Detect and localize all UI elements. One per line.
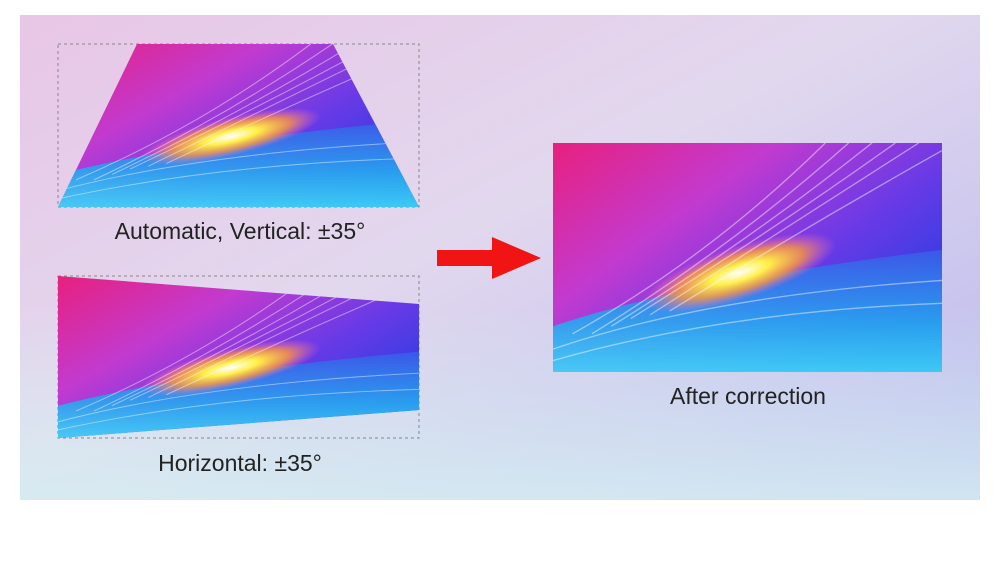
image-corrected bbox=[553, 143, 942, 372]
arrow bbox=[437, 237, 541, 279]
frame-horizontal bbox=[57, 275, 420, 439]
caption-horizontal: Horizontal: ±35° bbox=[158, 450, 322, 476]
caption-vertical: Automatic, Vertical: ±35° bbox=[115, 218, 366, 244]
caption-after: After correction bbox=[670, 383, 826, 409]
image-horizontal bbox=[58, 276, 419, 438]
